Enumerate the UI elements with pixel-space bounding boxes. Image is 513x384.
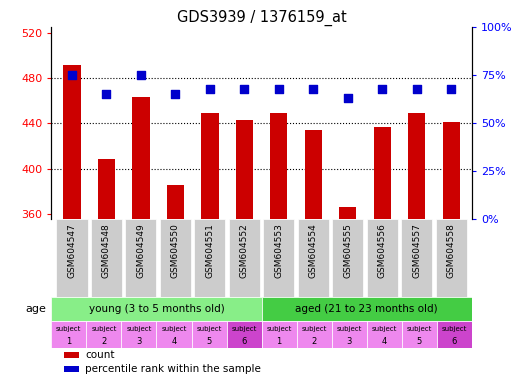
Text: 2: 2 [311,338,317,346]
Text: 5: 5 [206,338,212,346]
Bar [332,220,363,296]
Bar [270,113,287,384]
Point [412,86,421,92]
Bar [262,296,472,321]
Point [240,86,248,92]
Bar [201,113,219,384]
Text: GSM604548: GSM604548 [102,223,111,278]
Bar [262,321,297,348]
Bar [86,321,122,348]
Text: count: count [85,350,114,360]
Point [103,91,111,98]
Text: subject: subject [231,326,257,332]
Bar [98,159,115,384]
Bar [156,321,191,348]
Text: subject: subject [126,326,152,332]
Bar [401,220,432,296]
Text: 4: 4 [171,338,176,346]
Bar [367,220,398,296]
Text: 1: 1 [277,338,282,346]
Bar [402,321,437,348]
Bar [332,321,367,348]
Text: GSM604550: GSM604550 [171,223,180,278]
Point [171,91,180,98]
Text: 3: 3 [347,338,352,346]
Text: subject: subject [442,326,467,332]
Bar [367,321,402,348]
Bar [91,220,122,296]
Bar [305,130,322,384]
Point [206,86,214,92]
Bar [229,220,260,296]
Text: subject: subject [302,326,327,332]
Bar [263,220,294,296]
Bar [227,321,262,348]
Text: young (3 to 5 months old): young (3 to 5 months old) [89,304,224,314]
Text: subject: subject [266,326,292,332]
Text: GSM604547: GSM604547 [68,223,76,278]
Bar [64,352,78,358]
Bar [64,65,81,384]
Bar [236,120,253,384]
Text: subject: subject [91,326,116,332]
Text: GSM604549: GSM604549 [136,223,146,278]
Text: 2: 2 [101,338,107,346]
Point [447,86,456,92]
Text: 4: 4 [382,338,387,346]
Text: aged (21 to 23 months old): aged (21 to 23 months old) [295,304,438,314]
Bar [126,220,156,296]
Text: GSM604556: GSM604556 [378,223,387,278]
Bar [51,321,86,348]
Text: age: age [25,304,46,314]
Text: subject: subject [337,326,362,332]
Bar [339,207,357,384]
Bar [132,97,150,384]
Bar [56,220,88,296]
Point [378,86,386,92]
Bar [64,366,78,372]
Point [309,86,318,92]
Bar [437,321,472,348]
Bar [297,321,332,348]
Bar [443,122,460,384]
Bar [122,321,156,348]
Text: 5: 5 [417,338,422,346]
Point [344,95,352,101]
Text: GSM604555: GSM604555 [343,223,352,278]
Text: subject: subject [161,326,187,332]
Text: 1: 1 [66,338,71,346]
Text: GSM604557: GSM604557 [412,223,421,278]
Text: 3: 3 [136,338,142,346]
Text: GSM604552: GSM604552 [240,223,249,278]
Bar [408,113,425,384]
Point [275,86,283,92]
Text: subject: subject [407,326,432,332]
Text: GSM604553: GSM604553 [274,223,283,278]
Bar [167,185,184,384]
Bar [298,220,329,296]
Bar [160,220,191,296]
Text: GSM604554: GSM604554 [309,223,318,278]
Text: 6: 6 [452,338,457,346]
Bar [436,220,467,296]
Text: subject: subject [371,326,397,332]
Bar [191,321,227,348]
Text: subject: subject [196,326,222,332]
Title: GDS3939 / 1376159_at: GDS3939 / 1376159_at [177,9,346,25]
Bar [373,127,391,384]
Bar [194,220,225,296]
Text: subject: subject [56,326,82,332]
Text: GSM604558: GSM604558 [447,223,456,278]
Point [137,72,145,78]
Text: 6: 6 [242,338,247,346]
Bar [51,296,262,321]
Point [68,72,76,78]
Text: percentile rank within the sample: percentile rank within the sample [85,364,261,374]
Text: GSM604551: GSM604551 [205,223,214,278]
